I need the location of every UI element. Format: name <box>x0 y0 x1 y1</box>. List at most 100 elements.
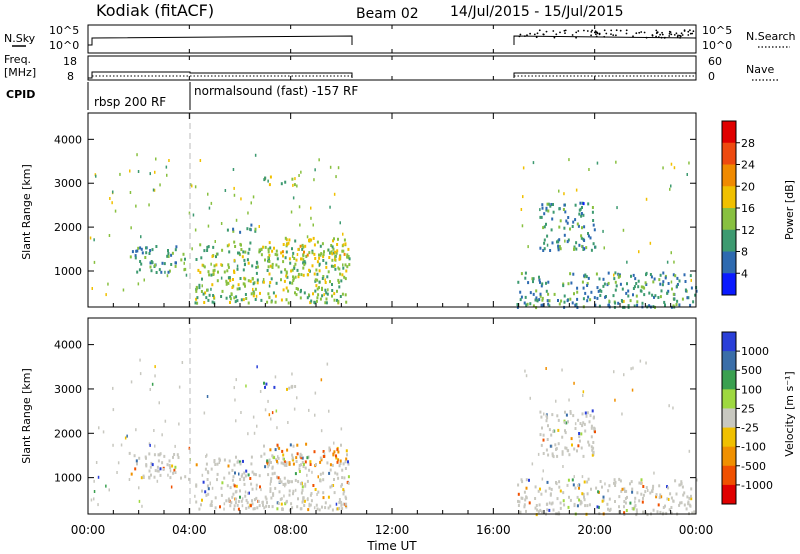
scatter-cell <box>558 189 560 193</box>
data-cell <box>546 416 549 420</box>
data-cell <box>318 256 321 260</box>
data-cell <box>557 246 560 250</box>
data-cell <box>296 443 299 447</box>
nsearch-point <box>645 36 648 39</box>
data-cell <box>153 475 156 479</box>
scatter-cell <box>283 457 285 461</box>
scatter-cell <box>316 493 318 496</box>
data-cell <box>678 503 681 507</box>
data-cell <box>576 290 579 294</box>
data-cell <box>243 263 246 267</box>
data-cell <box>267 292 270 296</box>
data-cell <box>664 504 666 508</box>
data-cell <box>314 488 317 491</box>
data-cell <box>239 478 242 481</box>
scatter-cell <box>670 162 673 166</box>
data-cell <box>331 252 334 256</box>
data-cell <box>252 291 255 295</box>
colorbar-tick-label: 16 <box>741 202 755 215</box>
data-cell <box>532 277 535 281</box>
data-cell <box>645 271 648 275</box>
scatter-cell <box>604 482 606 486</box>
data-cell <box>562 491 565 495</box>
data-cell <box>251 264 254 268</box>
data-cell <box>283 463 286 467</box>
data-cell <box>623 487 626 491</box>
data-cell <box>335 456 338 460</box>
data-cell <box>591 206 594 209</box>
data-cell <box>290 502 293 506</box>
data-cell <box>292 279 295 282</box>
data-cell <box>562 282 565 286</box>
data-cell <box>316 278 319 282</box>
nsearch-series <box>518 29 695 39</box>
data-cell <box>540 303 543 307</box>
data-cell <box>658 484 661 488</box>
data-cell <box>629 482 631 486</box>
data-cell <box>321 242 324 246</box>
data-cell <box>332 239 334 243</box>
scatter-cell <box>271 411 274 415</box>
data-cell <box>297 287 299 291</box>
data-cell <box>561 450 564 454</box>
data-cell <box>586 480 589 484</box>
data-cell <box>683 503 686 507</box>
data-cell <box>255 496 258 500</box>
scatter-cell <box>258 225 260 228</box>
data-cell <box>205 296 208 300</box>
data-cell <box>540 415 543 419</box>
data-cell <box>268 260 271 263</box>
data-cell <box>228 459 231 463</box>
data-cell <box>306 253 309 257</box>
nsearch-point <box>615 29 618 32</box>
scatter-cell <box>582 394 584 397</box>
data-cell <box>217 270 219 274</box>
scatter-cell <box>153 188 156 192</box>
data-cell <box>557 248 560 252</box>
scatter-cell <box>662 166 664 170</box>
data-cell <box>340 484 343 488</box>
data-cell <box>662 271 665 275</box>
nsearch-point <box>657 36 660 38</box>
nsky-line-2 <box>513 35 697 45</box>
data-cell <box>339 295 342 298</box>
data-cell <box>558 207 561 211</box>
scatter-cell <box>277 455 279 459</box>
data-cell <box>255 483 258 487</box>
data-cell <box>581 280 584 284</box>
scatter-cell <box>256 424 258 428</box>
scatter-cell <box>342 263 344 267</box>
data-cell <box>550 502 553 506</box>
data-cell <box>306 296 309 300</box>
scatter-cell <box>255 294 258 298</box>
data-cell <box>545 289 548 293</box>
data-cell <box>315 268 318 272</box>
data-cell <box>299 244 302 248</box>
data-cell <box>561 435 564 439</box>
data-cell <box>318 508 321 512</box>
colorbar-swatch <box>722 408 736 429</box>
data-cell <box>342 492 345 496</box>
data-cell <box>334 255 337 259</box>
data-cell <box>547 453 550 457</box>
data-cell <box>172 471 175 475</box>
data-cell <box>314 257 317 260</box>
data-cell <box>169 466 172 470</box>
data-cell <box>266 300 269 304</box>
colorbar-swatch <box>722 208 736 231</box>
data-cell <box>231 478 234 482</box>
data-cell <box>592 451 595 455</box>
data-cell <box>267 473 270 477</box>
data-cell <box>303 499 306 503</box>
nsearch-point <box>668 32 671 35</box>
data-cell <box>614 500 616 503</box>
data-cell <box>205 493 208 497</box>
data-cell <box>535 296 538 300</box>
data-cell <box>635 513 638 517</box>
data-cell <box>322 255 325 259</box>
data-cell <box>331 463 334 467</box>
data-cell <box>201 263 204 267</box>
data-cell <box>158 268 161 272</box>
scatter-cell <box>139 358 141 362</box>
data-cell <box>135 249 138 253</box>
